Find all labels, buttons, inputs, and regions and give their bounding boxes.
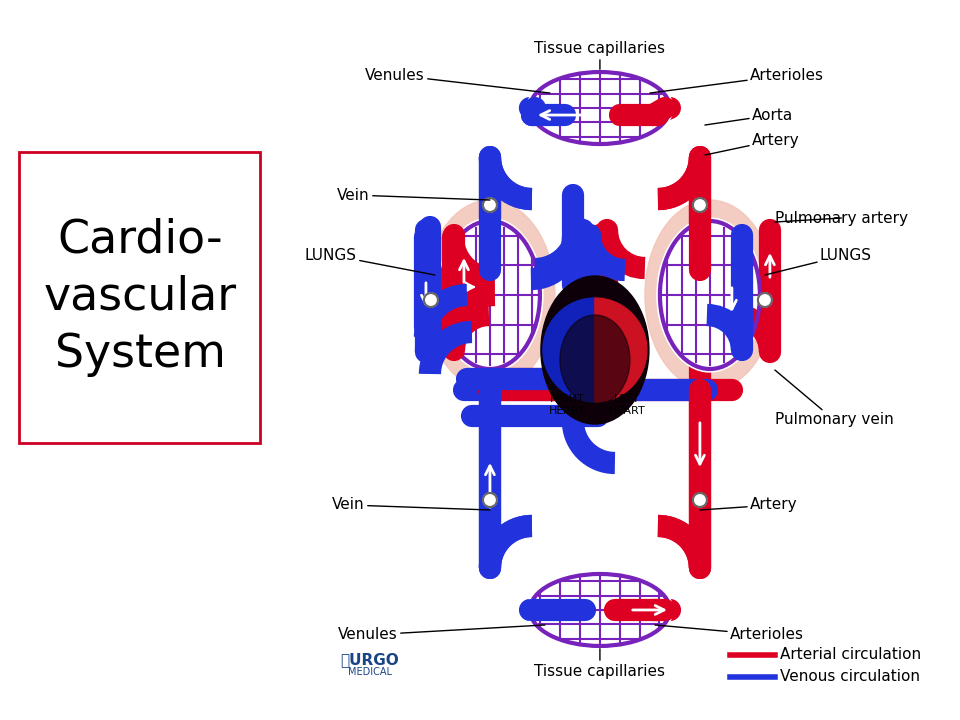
Text: Venous circulation: Venous circulation xyxy=(780,670,920,685)
Ellipse shape xyxy=(437,218,543,372)
Text: LUNGS: LUNGS xyxy=(765,248,872,275)
Text: Artery: Artery xyxy=(700,498,798,513)
Circle shape xyxy=(693,493,707,507)
Ellipse shape xyxy=(540,276,649,424)
Text: Arterioles: Arterioles xyxy=(650,68,824,93)
Text: Tissue capillaries: Tissue capillaries xyxy=(535,665,665,680)
Circle shape xyxy=(693,198,707,212)
Ellipse shape xyxy=(657,218,763,372)
Circle shape xyxy=(757,293,772,307)
Text: Vein: Vein xyxy=(332,498,490,513)
Text: Venules: Venules xyxy=(365,68,550,93)
Wedge shape xyxy=(595,298,647,402)
Text: Pulmonary vein: Pulmonary vein xyxy=(775,370,894,428)
Ellipse shape xyxy=(425,200,555,390)
Ellipse shape xyxy=(527,571,673,649)
Ellipse shape xyxy=(527,69,673,147)
Circle shape xyxy=(424,293,438,307)
Text: Arterioles: Arterioles xyxy=(655,625,804,642)
Text: Venules: Venules xyxy=(338,625,545,642)
Text: Pulmonary artery: Pulmonary artery xyxy=(775,210,908,225)
Wedge shape xyxy=(543,298,595,402)
Text: Vein: Vein xyxy=(337,187,490,202)
Text: Cardio-
vascular
System: Cardio- vascular System xyxy=(43,217,236,377)
Text: Aorta: Aorta xyxy=(705,107,793,125)
Ellipse shape xyxy=(645,200,775,390)
Text: Arterial circulation: Arterial circulation xyxy=(780,647,921,662)
Text: Artery: Artery xyxy=(705,132,800,155)
Text: Tissue capillaries: Tissue capillaries xyxy=(535,40,665,55)
Circle shape xyxy=(483,493,497,507)
Text: LUNGS: LUNGS xyxy=(305,248,435,275)
FancyBboxPatch shape xyxy=(19,152,260,443)
Circle shape xyxy=(483,198,497,212)
Text: MEDICAL: MEDICAL xyxy=(348,667,392,677)
Ellipse shape xyxy=(560,315,630,405)
Text: ⓄURGO: ⓄURGO xyxy=(341,652,399,667)
Text: RIGHT
HEART: RIGHT HEART xyxy=(548,394,586,415)
Text: LEFT
HEART: LEFT HEART xyxy=(609,394,645,415)
